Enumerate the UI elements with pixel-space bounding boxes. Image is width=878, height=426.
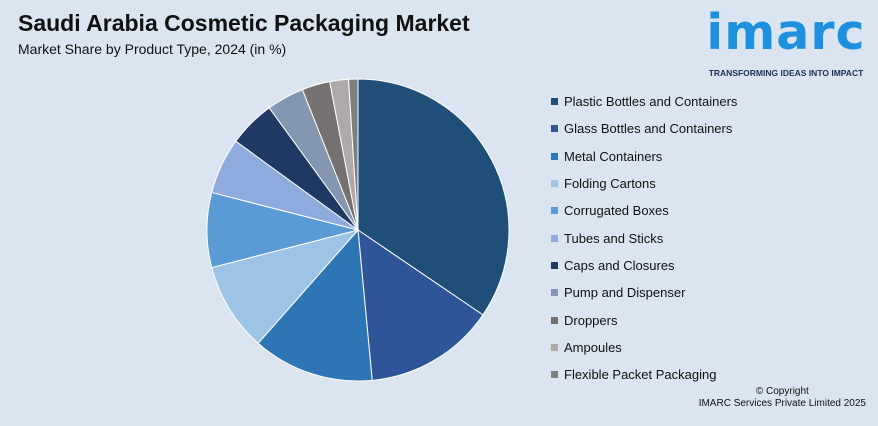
legend-label: Glass Bottles and Containers xyxy=(564,121,733,137)
legend-swatch xyxy=(551,371,558,379)
legend-item: Metal Containers xyxy=(551,143,737,170)
legend-item: Ampoules xyxy=(551,334,737,361)
legend-item: Corrugated Boxes xyxy=(551,197,737,224)
legend-item: Folding Cartons xyxy=(551,170,737,197)
legend-item: Glass Bottles and Containers xyxy=(551,115,737,142)
copyright-notice: © Copyright IMARC Services Private Limit… xyxy=(699,386,866,410)
legend-item: Droppers xyxy=(551,306,737,333)
legend-swatch xyxy=(551,180,558,188)
legend-label: Folding Cartons xyxy=(564,176,656,192)
logo-tagline: TRANSFORMING IDEAS INTO IMPACT xyxy=(708,68,864,78)
legend-item: Pump and Dispenser xyxy=(551,279,737,306)
legend-item: Flexible Packet Packaging xyxy=(551,361,737,388)
chart-legend: Plastic Bottles and Containers Glass Bott… xyxy=(551,88,737,388)
logo-wordmark: imarc xyxy=(706,4,866,61)
legend-item: Caps and Closures xyxy=(551,252,737,279)
legend-label: Tubes and Sticks xyxy=(564,230,664,246)
chart-title: Saudi Arabia Cosmetic Packaging Market xyxy=(18,10,470,36)
legend-label: Metal Containers xyxy=(564,148,663,164)
legend-label: Ampoules xyxy=(564,339,622,355)
legend-label: Flexible Packet Packaging xyxy=(564,367,717,383)
legend-swatch xyxy=(551,234,558,242)
legend-swatch xyxy=(551,125,558,133)
legend-label: Pump and Dispenser xyxy=(564,285,686,301)
pie-slice-glass-bottles-and-containers xyxy=(357,228,484,381)
chart-subtitle: Market Share by Product Type, 2024 (in %… xyxy=(18,41,287,57)
legend-label: Droppers xyxy=(564,312,618,328)
legend-swatch xyxy=(551,98,558,106)
legend-swatch xyxy=(551,207,558,215)
legend-swatch xyxy=(551,152,558,160)
imarc-logo: imarc TRANSFORMING IDEAS INTO IMPACT xyxy=(700,4,872,80)
legend-swatch xyxy=(551,316,558,324)
pie-slice-plastic-bottles-and-containers xyxy=(357,78,510,316)
copyright-company: IMARC Services Private Limited 2025 xyxy=(698,398,866,409)
pie-slice-metal-containers xyxy=(257,228,373,382)
pie-chart xyxy=(206,78,510,382)
legend-swatch xyxy=(551,261,558,269)
legend-label: Corrugated Boxes xyxy=(564,203,669,219)
pie-slice-flexible-packet-packaging xyxy=(347,78,359,231)
legend-swatch xyxy=(551,289,558,297)
legend-label: Plastic Bottles and Containers xyxy=(564,94,738,110)
legend-item: Plastic Bottles and Containers xyxy=(551,88,737,115)
legend-swatch xyxy=(551,343,558,351)
legend-item: Tubes and Sticks xyxy=(551,224,737,251)
legend-label: Caps and Closures xyxy=(564,257,675,273)
copyright-line: © Copyright xyxy=(755,386,809,397)
